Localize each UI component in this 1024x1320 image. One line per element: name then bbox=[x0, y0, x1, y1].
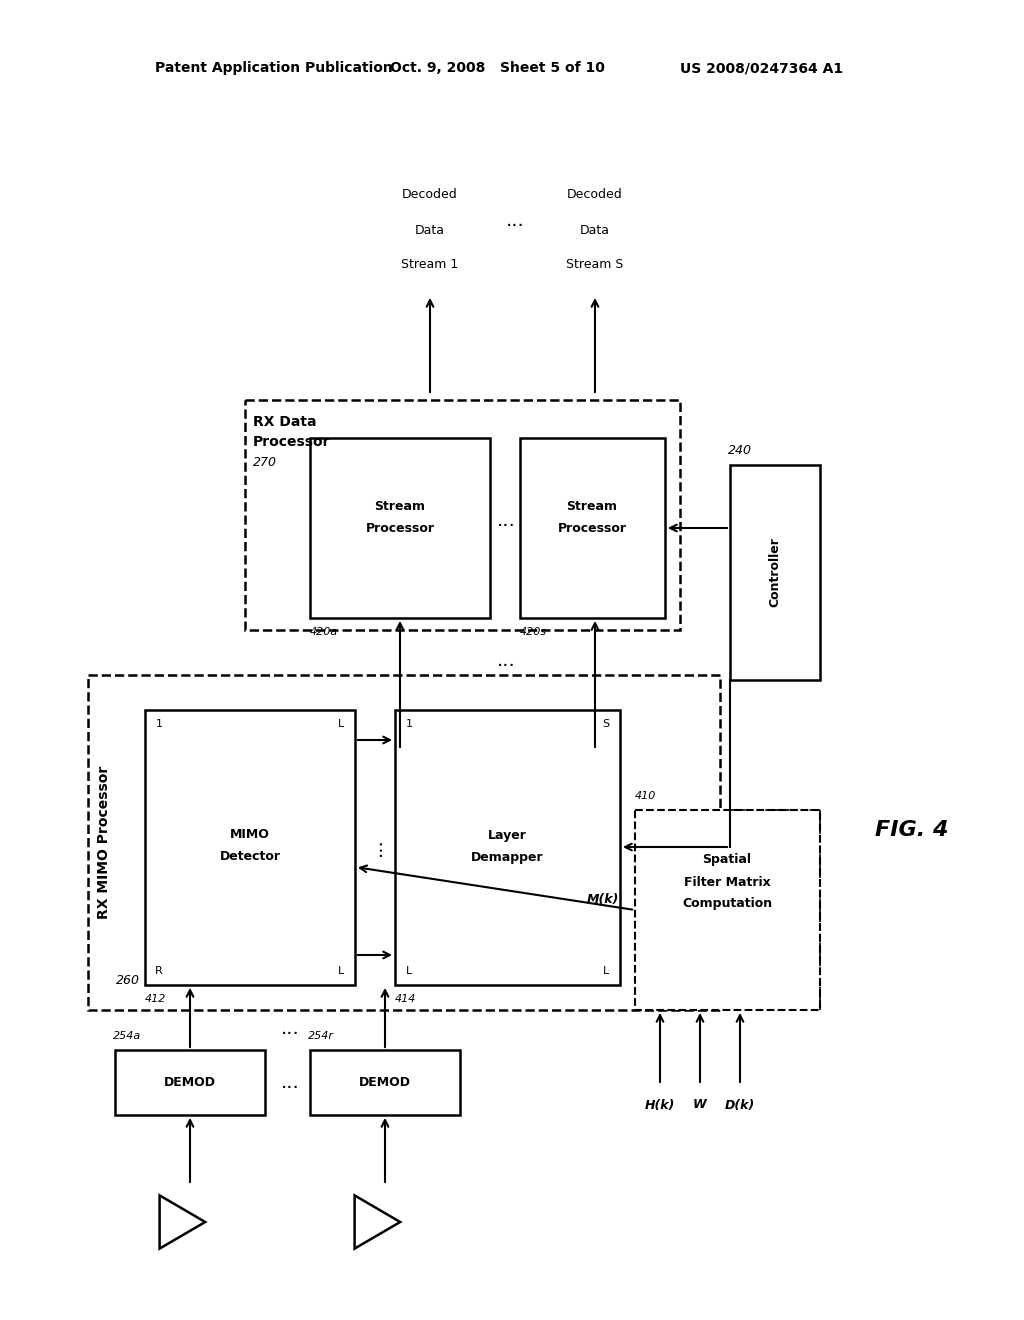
Text: Computation: Computation bbox=[682, 898, 772, 911]
Bar bbox=[310, 1049, 460, 1115]
Text: DEMOD: DEMOD bbox=[164, 1076, 216, 1089]
Text: Filter Matrix: Filter Matrix bbox=[684, 875, 770, 888]
Text: 412: 412 bbox=[145, 994, 166, 1005]
Text: 1: 1 bbox=[156, 719, 163, 729]
Text: FIG. 4: FIG. 4 bbox=[874, 820, 948, 840]
Text: 260: 260 bbox=[116, 974, 140, 986]
Text: Stream S: Stream S bbox=[566, 259, 624, 272]
Text: M(k): M(k) bbox=[587, 894, 620, 907]
Text: Stream 1: Stream 1 bbox=[401, 259, 459, 272]
Text: L: L bbox=[338, 719, 344, 729]
Text: Detector: Detector bbox=[219, 850, 281, 863]
Text: Layer: Layer bbox=[487, 829, 526, 842]
Text: 270: 270 bbox=[253, 455, 278, 469]
Text: 240: 240 bbox=[728, 445, 752, 458]
Text: L: L bbox=[338, 966, 344, 975]
Text: 254a: 254a bbox=[113, 1031, 141, 1041]
Text: Stream: Stream bbox=[375, 499, 426, 512]
Text: 410: 410 bbox=[635, 791, 656, 801]
Text: 1: 1 bbox=[406, 719, 413, 729]
Text: Decoded: Decoded bbox=[402, 189, 458, 202]
Text: Oct. 9, 2008   Sheet 5 of 10: Oct. 9, 2008 Sheet 5 of 10 bbox=[390, 61, 605, 75]
Text: RX Data: RX Data bbox=[253, 414, 316, 429]
Bar bbox=[730, 465, 820, 680]
Text: ...: ... bbox=[281, 1072, 299, 1092]
Text: Demapper: Demapper bbox=[471, 850, 544, 863]
Text: ...: ... bbox=[506, 210, 524, 230]
Bar bbox=[310, 438, 490, 618]
Text: ...: ... bbox=[497, 651, 515, 669]
Text: ...: ... bbox=[366, 838, 384, 857]
Text: RX MIMO Processor: RX MIMO Processor bbox=[97, 766, 111, 919]
Text: 420s: 420s bbox=[520, 627, 547, 638]
Text: Stream: Stream bbox=[566, 499, 617, 512]
Text: D(k): D(k) bbox=[725, 1098, 755, 1111]
Text: 414: 414 bbox=[395, 994, 417, 1005]
Bar bbox=[115, 1049, 265, 1115]
Bar bbox=[145, 710, 355, 985]
Text: Controller: Controller bbox=[768, 537, 781, 607]
Text: Processor: Processor bbox=[253, 436, 331, 449]
Text: DEMOD: DEMOD bbox=[359, 1076, 411, 1089]
Text: Processor: Processor bbox=[366, 521, 434, 535]
Text: MIMO: MIMO bbox=[230, 829, 270, 842]
Bar bbox=[245, 400, 680, 630]
Text: L: L bbox=[406, 966, 412, 975]
Text: Data: Data bbox=[580, 223, 610, 236]
Text: W: W bbox=[693, 1098, 707, 1111]
Text: Patent Application Publication: Patent Application Publication bbox=[155, 61, 393, 75]
Text: H(k): H(k) bbox=[645, 1098, 675, 1111]
Text: Data: Data bbox=[415, 223, 445, 236]
Text: Spatial: Spatial bbox=[702, 854, 752, 866]
Text: 420a: 420a bbox=[310, 627, 338, 638]
Bar bbox=[520, 438, 665, 618]
Text: 254r: 254r bbox=[308, 1031, 334, 1041]
Bar bbox=[635, 810, 820, 1010]
Text: Decoded: Decoded bbox=[567, 189, 623, 202]
Bar bbox=[395, 710, 620, 985]
Text: L: L bbox=[603, 966, 609, 975]
Text: S: S bbox=[602, 719, 609, 729]
Bar bbox=[88, 675, 720, 1010]
Text: US 2008/0247364 A1: US 2008/0247364 A1 bbox=[680, 61, 843, 75]
Text: ...: ... bbox=[497, 511, 515, 529]
Text: R: R bbox=[155, 966, 163, 975]
Text: ...: ... bbox=[281, 1019, 299, 1038]
Text: Processor: Processor bbox=[557, 521, 627, 535]
